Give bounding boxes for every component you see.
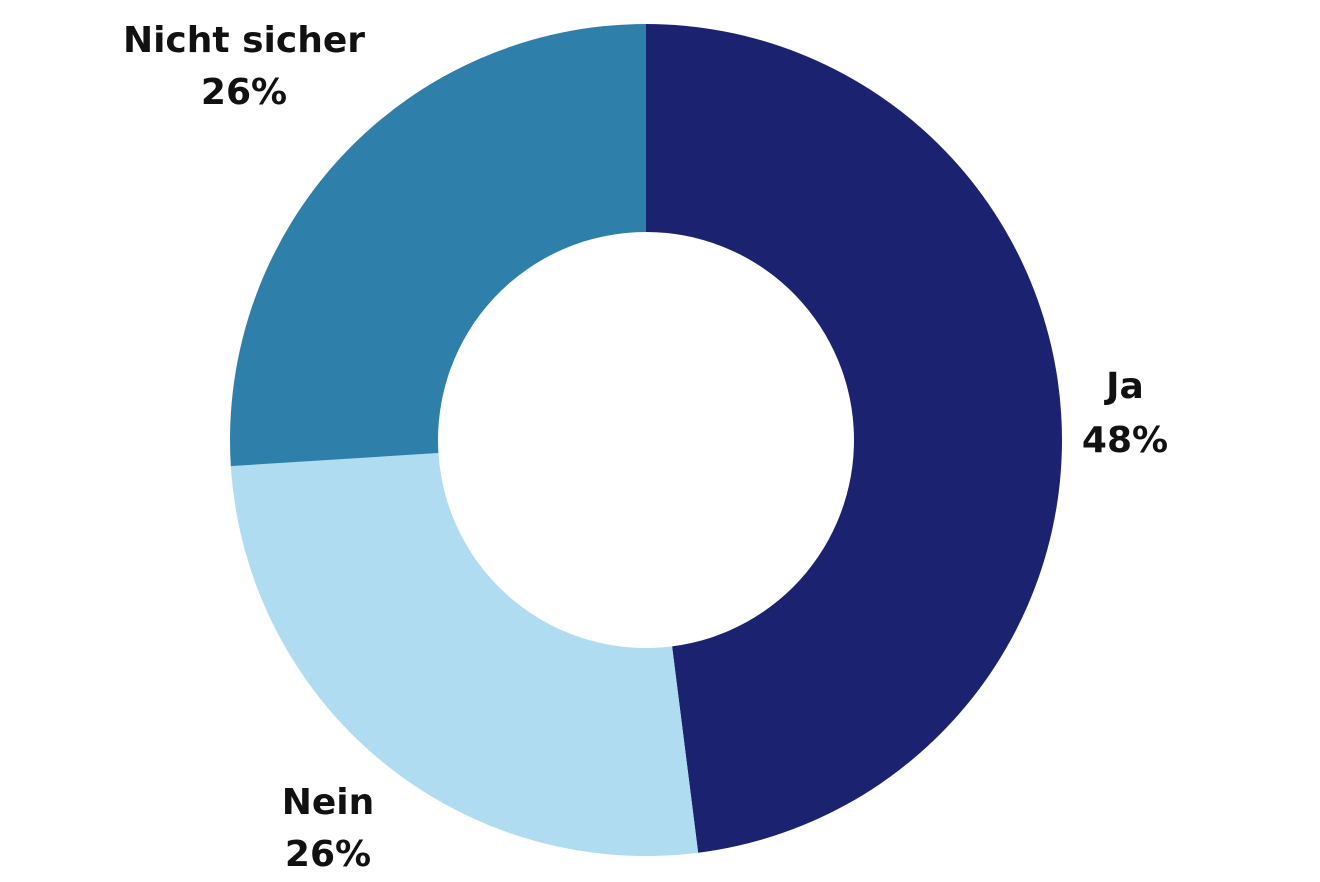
slice-nein (230, 453, 699, 857)
slice-nicht-sicher (229, 24, 646, 467)
slice-label-nicht-sicher: Nicht sicher 26% (123, 20, 365, 113)
slice-label-ja-name: Ja (1103, 366, 1144, 407)
slice-label-nicht-sicher-value: 26% (201, 72, 287, 113)
slice-label-nein: Nein 26% (282, 782, 375, 875)
slice-label-nicht-sicher-name: Nicht sicher (123, 20, 365, 61)
slice-group (229, 24, 1063, 857)
slice-label-nein-value: 26% (285, 834, 371, 875)
slice-ja (646, 24, 1063, 853)
slice-label-ja: Ja 48% (1082, 366, 1168, 461)
slice-label-ja-value: 48% (1082, 420, 1168, 461)
slice-label-nein-name: Nein (282, 782, 375, 823)
